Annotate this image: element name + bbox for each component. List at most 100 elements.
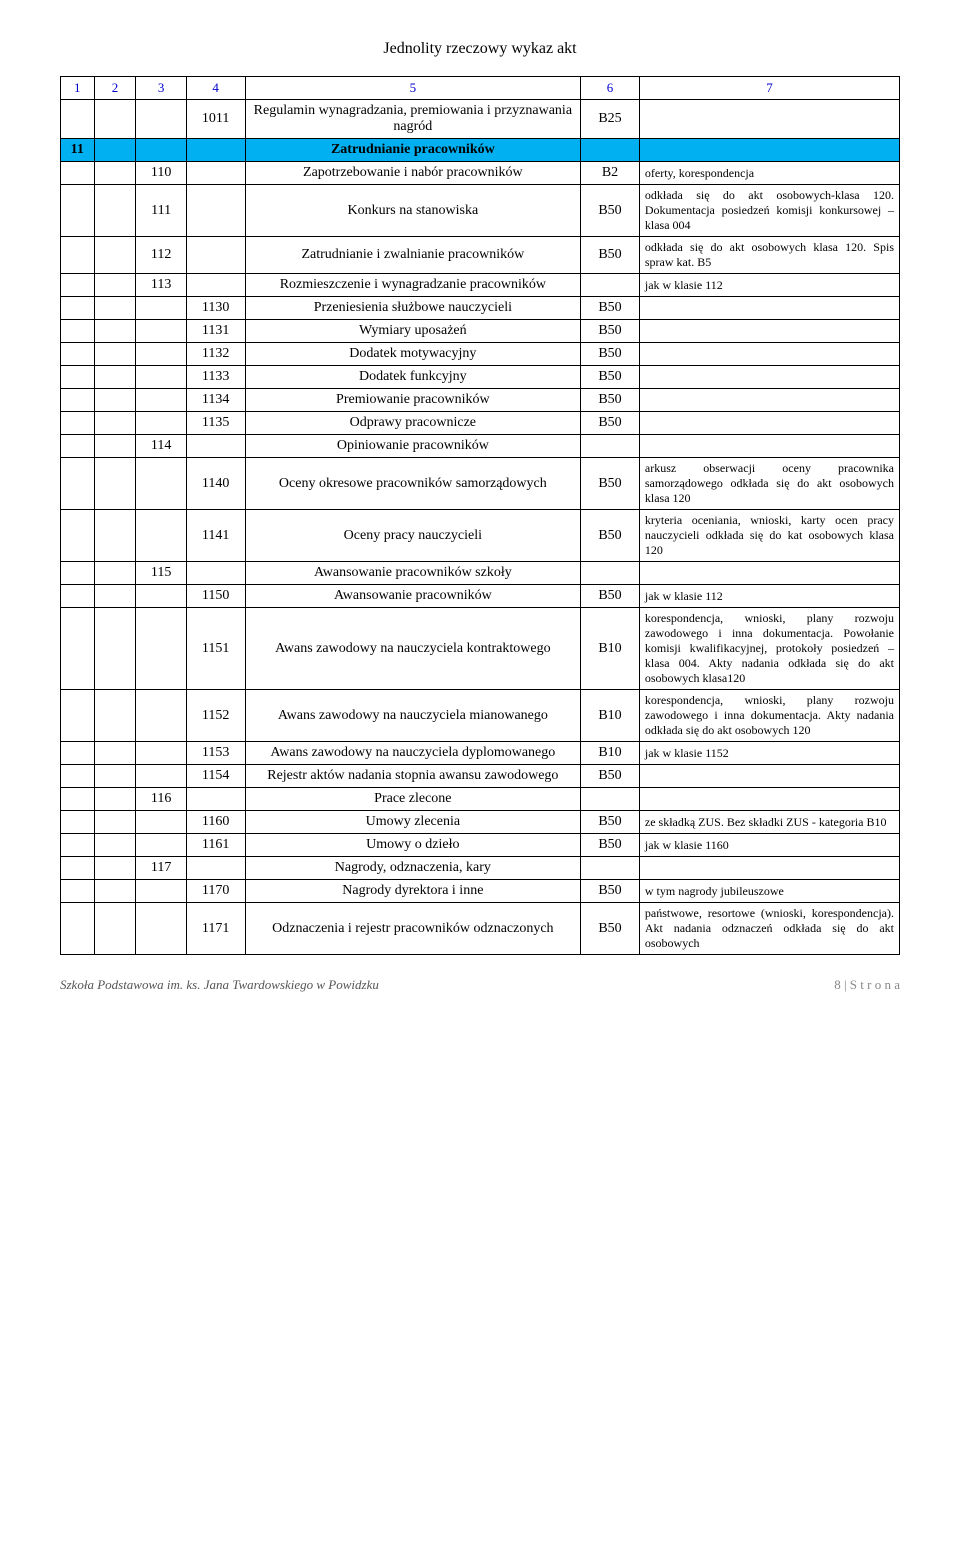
- table-cell: [639, 297, 899, 320]
- table-cell: [639, 366, 899, 389]
- table-cell: [581, 274, 640, 297]
- table-cell: 1153: [186, 742, 245, 765]
- table-header-cell: 2: [94, 77, 136, 100]
- table-cell: [136, 389, 186, 412]
- table-cell: [94, 274, 136, 297]
- table-cell: [136, 139, 186, 162]
- table-cell: 1134: [186, 389, 245, 412]
- table-cell: odkłada się do akt osobowych klasa 120. …: [639, 237, 899, 274]
- table-cell: [581, 857, 640, 880]
- table-cell: [61, 412, 95, 435]
- table-cell: [581, 562, 640, 585]
- table-cell: [61, 880, 95, 903]
- table-cell: Wymiary uposażeń: [245, 320, 581, 343]
- table-cell: 1132: [186, 343, 245, 366]
- table-cell: arkusz obserwacji oceny pracownika samor…: [639, 458, 899, 510]
- table-cell: 1131: [186, 320, 245, 343]
- table-header-cell: 1: [61, 77, 95, 100]
- table-cell: odkłada się do akt osobowych-klasa 120. …: [639, 185, 899, 237]
- table-cell: Oceny pracy nauczycieli: [245, 510, 581, 562]
- table-cell: [61, 510, 95, 562]
- table-row: 1154Rejestr aktów nadania stopnia awansu…: [61, 765, 900, 788]
- table-row: 1132Dodatek motywacyjnyB50: [61, 343, 900, 366]
- table-cell: [94, 765, 136, 788]
- table-header-row: 1234567: [61, 77, 900, 100]
- table-cell: Nagrody dyrektora i inne: [245, 880, 581, 903]
- table-cell: [61, 366, 95, 389]
- table-cell: 1135: [186, 412, 245, 435]
- table-cell: B50: [581, 510, 640, 562]
- table-cell: [61, 100, 95, 139]
- table-cell: [94, 608, 136, 690]
- table-cell: [136, 880, 186, 903]
- table-cell: [639, 562, 899, 585]
- table-header-cell: 6: [581, 77, 640, 100]
- table-cell: [136, 742, 186, 765]
- table-cell: [94, 857, 136, 880]
- table-cell: jak w klasie 112: [639, 274, 899, 297]
- table-row: 117Nagrody, odznaczenia, kary: [61, 857, 900, 880]
- table-cell: [186, 274, 245, 297]
- table-cell: [61, 742, 95, 765]
- table-row: 116Prace zlecone: [61, 788, 900, 811]
- table-cell: [94, 880, 136, 903]
- table-row: 1151Awans zawodowy na nauczyciela kontra…: [61, 608, 900, 690]
- table-header-cell: 5: [245, 77, 581, 100]
- table-cell: [581, 139, 640, 162]
- table-cell: B50: [581, 366, 640, 389]
- table-cell: [94, 389, 136, 412]
- table-row: 1171Odznaczenia i rejestr pracowników od…: [61, 903, 900, 955]
- table-cell: [94, 788, 136, 811]
- table-cell: korespondencja, wnioski, plany rozwoju z…: [639, 608, 899, 690]
- table-cell: [94, 562, 136, 585]
- table-cell: Regulamin wynagradzania, premiowania i p…: [245, 100, 581, 139]
- table-cell: 1161: [186, 834, 245, 857]
- table-cell: [61, 765, 95, 788]
- table-cell: [94, 510, 136, 562]
- table-row: 112Zatrudnianie i zwalnianie pracowników…: [61, 237, 900, 274]
- table-cell: B50: [581, 343, 640, 366]
- table-cell: [94, 297, 136, 320]
- table-row: 1160Umowy zleceniaB50ze składką ZUS. Bez…: [61, 811, 900, 834]
- table-row: 1161Umowy o dziełoB50jak w klasie 1160: [61, 834, 900, 857]
- table-cell: [94, 162, 136, 185]
- table-cell: [61, 562, 95, 585]
- table-cell: 114: [136, 435, 186, 458]
- table-cell: [94, 100, 136, 139]
- table-cell: [639, 765, 899, 788]
- table-row: 1131Wymiary uposażeńB50: [61, 320, 900, 343]
- table-row: 110Zapotrzebowanie i nabór pracownikówB2…: [61, 162, 900, 185]
- table-cell: [186, 857, 245, 880]
- table-cell: Awansowanie pracowników: [245, 585, 581, 608]
- table-cell: [61, 237, 95, 274]
- table-cell: 1150: [186, 585, 245, 608]
- table-cell: 117: [136, 857, 186, 880]
- table-cell: Umowy o dzieło: [245, 834, 581, 857]
- table-cell: jak w klasie 112: [639, 585, 899, 608]
- table-cell: [94, 834, 136, 857]
- table-cell: [639, 412, 899, 435]
- table-cell: 1171: [186, 903, 245, 955]
- table-cell: jak w klasie 1152: [639, 742, 899, 765]
- table-cell: 111: [136, 185, 186, 237]
- table-cell: [61, 834, 95, 857]
- table-cell: Dodatek motywacyjny: [245, 343, 581, 366]
- table-cell: [639, 857, 899, 880]
- table-cell: B50: [581, 458, 640, 510]
- table-cell: Opiniowanie pracowników: [245, 435, 581, 458]
- table-cell: kryteria oceniania, wnioski, karty ocen …: [639, 510, 899, 562]
- table-cell: [61, 788, 95, 811]
- table-cell: [639, 389, 899, 412]
- table-row: 1140Oceny okresowe pracowników samorządo…: [61, 458, 900, 510]
- table-cell: 1152: [186, 690, 245, 742]
- table-cell: [136, 811, 186, 834]
- table-row: 114 Opiniowanie pracowników: [61, 435, 900, 458]
- table-cell: Zatrudnianie i zwalnianie pracowników: [245, 237, 581, 274]
- table-cell: 1140: [186, 458, 245, 510]
- table-cell: państwowe, resortowe (wnioski, korespond…: [639, 903, 899, 955]
- table-cell: [136, 412, 186, 435]
- table-cell: [61, 811, 95, 834]
- table-cell: 1133: [186, 366, 245, 389]
- table-row: 111Konkurs na stanowiskaB50odkłada się d…: [61, 185, 900, 237]
- table-cell: [186, 139, 245, 162]
